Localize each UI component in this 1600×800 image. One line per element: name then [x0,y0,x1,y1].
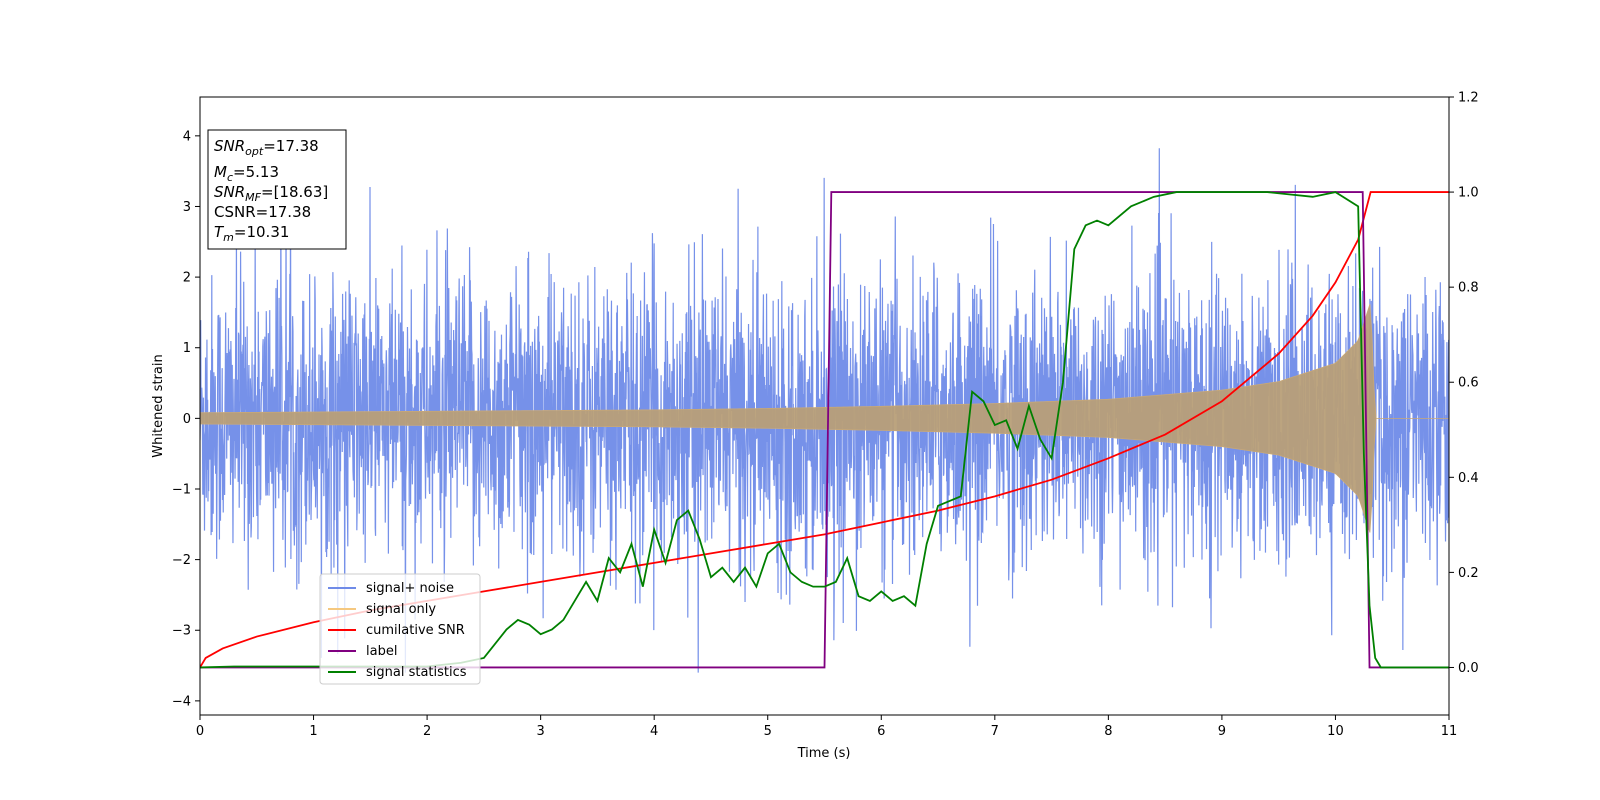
x-tick-label: 3 [536,724,544,739]
x-tick-label: 11 [1441,724,1458,739]
y-tick-label: −4 [172,694,191,709]
y-axis-left: −4 −3 −2 −1 0 1 2 3 4 [172,129,200,709]
x-tick-label: 8 [1104,724,1112,739]
series-signal-statistics [200,191,1449,669]
legend-label: signal only [366,602,436,617]
y2-tick-label: 0.8 [1458,281,1479,296]
legend: signal+ noise signal only cumilative SNR la… [319,573,481,685]
y2-tick-label: 0.0 [1458,661,1479,676]
info-row: Tm=10.31 [214,223,289,244]
y-tick-label: 2 [183,271,191,286]
x-tick-label: 1 [309,724,317,739]
y-tick-label: 1 [183,341,191,356]
y2-tick-label: 0.4 [1458,471,1479,486]
y2-tick-label: 0.6 [1458,376,1479,391]
y2-tick-label: 1.0 [1458,186,1479,201]
series-signal-only [200,304,1449,533]
plot-frame [199,96,1450,716]
info-row: CSNR=17.38 [214,203,311,221]
y-tick-label: 3 [183,200,191,215]
info-row: Mc=5.13 [214,163,279,184]
x-tick-label: 5 [764,724,772,739]
y-tick-label: −3 [172,624,191,639]
x-axis: 0 1 2 3 4 5 6 7 8 9 10 11 [196,715,1457,739]
y-tick-label: 4 [183,129,191,144]
y2-tick-label: 1.2 [1458,91,1479,106]
x-tick-label: 2 [423,724,431,739]
legend-label: signal statistics [366,665,467,680]
x-tick-label: 9 [1218,724,1226,739]
y2-tick-label: 0.2 [1458,566,1479,581]
info-box-frame [207,129,347,250]
x-tick-label: 7 [991,724,999,739]
y-axis-right: 0.0 0.2 0.4 0.6 0.8 1.0 1.2 [1449,91,1479,676]
x-axis-label: Time (s) [797,746,851,761]
legend-label: signal+ noise [366,581,454,596]
legend-frame [319,573,481,685]
x-tick-label: 10 [1327,724,1344,739]
legend-label: label [366,644,397,659]
x-tick-label: 6 [877,724,885,739]
y-tick-label: 0 [183,412,191,427]
x-tick-label: 0 [196,724,204,739]
x-tick-label: 4 [650,724,658,739]
info-row: SNRMF=[18.63] [214,183,328,204]
info-row: SNRopt=17.38 [214,137,319,158]
legend-label: cumilative SNR [366,623,465,638]
y-tick-label: −2 [172,553,191,568]
y-axis-label: Whitened strain [151,354,166,457]
info-box: SNRopt=17.38 Mc=5.13SNRMF=[18.63]CSNR=17.… [207,129,347,250]
y-tick-label: −1 [172,482,191,497]
